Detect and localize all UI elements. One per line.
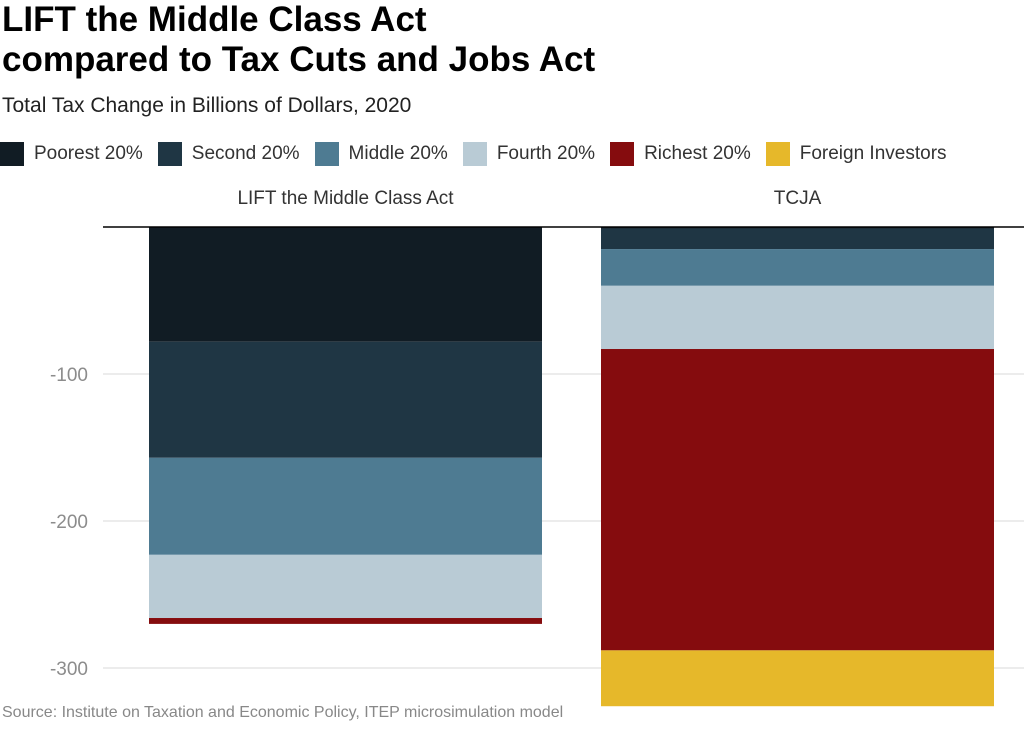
legend-swatch <box>0 142 24 166</box>
category-label: TCJA <box>774 188 822 209</box>
legend-item: Second 20% <box>157 142 300 166</box>
bar-segment <box>601 349 994 651</box>
y-tick-label: -200 <box>50 512 88 533</box>
bar-segment <box>149 618 542 624</box>
legend-item: Richest 20% <box>610 142 751 166</box>
chart-legend: Poorest 20% Second 20% Middle 20% Fourth 20… <box>0 142 962 166</box>
legend-label: Fourth 20% <box>496 143 596 164</box>
bar-segment <box>149 554 542 619</box>
y-tick-label: -100 <box>50 365 88 386</box>
legend-swatch <box>314 142 339 166</box>
legend-item: Poorest 20% <box>0 142 143 166</box>
legend-item: Middle 20% <box>314 142 448 166</box>
legend-swatch <box>610 142 635 166</box>
chart-title-line-2: compared to Tax Cuts and Jobs Act <box>2 40 596 79</box>
bar-segment <box>601 650 994 707</box>
legend-label: Richest 20% <box>644 143 751 164</box>
chart-title: LIFT the Middle Class Act compared to Ta… <box>2 0 595 80</box>
legend-label: Middle 20% <box>348 143 448 164</box>
bar-segment <box>601 249 994 286</box>
legend-swatch <box>157 142 182 166</box>
bar-segment <box>149 341 542 458</box>
legend-item: Fourth 20% <box>462 142 596 166</box>
source-note: Source: Institute on Taxation and Econom… <box>2 704 564 721</box>
chart-subtitle: Total Tax Change in Billions of Dollars,… <box>2 94 412 117</box>
legend-label: Foreign Investors <box>799 143 947 164</box>
category-label: LIFT the Middle Class Act <box>237 188 454 209</box>
bar-segment <box>149 227 542 342</box>
chart-title-line-1: LIFT the Middle Class Act <box>2 0 427 39</box>
legend-swatch <box>765 142 790 166</box>
legend-label: Poorest 20% <box>34 143 143 164</box>
bar-segment <box>601 285 994 350</box>
bar-segment <box>149 457 542 555</box>
bar-segment <box>601 228 994 250</box>
y-tick-label: -300 <box>50 659 88 680</box>
legend-item: Foreign Investors <box>765 142 947 166</box>
legend-swatch <box>462 142 487 166</box>
legend-label: Second 20% <box>191 143 300 164</box>
